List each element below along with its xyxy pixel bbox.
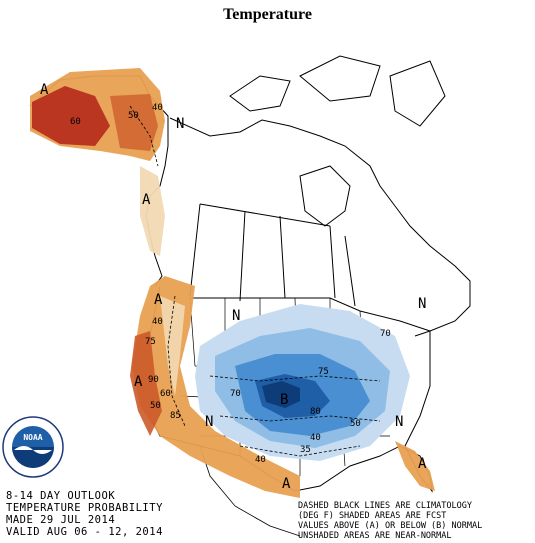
climatology-line-2 [167,295,186,427]
notes-line2: (DEG F) SHADED AREAS ARE FCST [298,511,447,521]
mexico-outline [199,445,301,537]
west-above-dark [130,331,162,436]
notes-line3: VALUES ABOVE (A) OR BELOW (B) NORMAL [298,521,483,531]
climatology-line-1 [129,105,159,167]
contour-75: 75 [145,337,156,347]
label-a-florida: A [418,456,427,472]
label-n-northeast: N [418,296,426,312]
hudson-bay [299,165,351,227]
contour-80: 80 [310,407,321,417]
label-n-alaska: N [176,116,184,132]
noaa-logo: NOAA [2,416,64,478]
label-b-central: B [280,392,288,408]
contour-70b: 70 [230,389,241,399]
outlook-made: MADE 29 JUL 2014 [6,514,116,526]
contour-40c: 40 [310,433,321,443]
arctic-islands [229,55,446,127]
label-a-southtexas: A [282,476,291,492]
outlook-valid: VALID AUG 06 - 12, 2014 [6,526,163,538]
noaa-logo-text: NOAA [23,433,42,442]
contour-50: 50 [128,111,139,121]
climatology-line-5 [239,445,361,457]
province-lines [189,203,356,307]
florida-above [395,441,435,491]
below-core [262,381,300,408]
outlook-line2: TEMPERATURE PROBABILITY [6,502,163,514]
outlook-line1: 8-14 DAY OUTLOOK [6,490,116,502]
panhandle-above [140,166,165,256]
contour-60b: 60 [160,389,171,399]
legend-notes: DASHED BLACK LINES ARE CLIMATOLOGY (DEG … [298,501,482,541]
climatology-line-3 [209,375,381,382]
contour-40b: 40 [152,317,163,327]
page-title: Temperature [223,6,312,23]
contour-40d: 40 [255,455,266,465]
contour-60: 60 [70,117,81,127]
contour-85: 85 [170,411,181,421]
label-a-alaska: A [40,82,49,98]
outlook-info: 8-14 DAY OUTLOOK TEMPERATURE PROBABILITY… [6,490,163,538]
label-n-southwest: N [205,414,213,430]
contour-90: 90 [148,375,159,385]
contour-50c: 50 [150,401,161,411]
label-a-southwest: A [134,374,143,390]
alaska-above-mid [110,94,158,151]
notes-line4: UNSHADED AREAS ARE NEAR-NORMAL [298,531,452,541]
label-a-west: A [154,292,163,308]
label-a-panhandle: A [142,192,151,208]
contour-50b: 50 [350,419,361,429]
contour-70a: 70 [380,329,391,339]
climatology-line-4 [219,415,381,422]
alaska-above-dark [32,86,110,146]
contour-75b: 75 [318,367,329,377]
outlook-map: A N A A N N A N B N A A 60 50 40 40 75 8… [29,55,471,537]
contour-40a: 40 [152,103,163,113]
notes-line1: DASHED BLACK LINES ARE CLIMATOLOGY [298,501,472,511]
label-n-north: N [232,308,240,324]
canada-outline [169,117,471,337]
contour-35: 35 [300,445,311,455]
west-above-inner [160,296,185,396]
label-n-southeast: N [395,414,403,430]
